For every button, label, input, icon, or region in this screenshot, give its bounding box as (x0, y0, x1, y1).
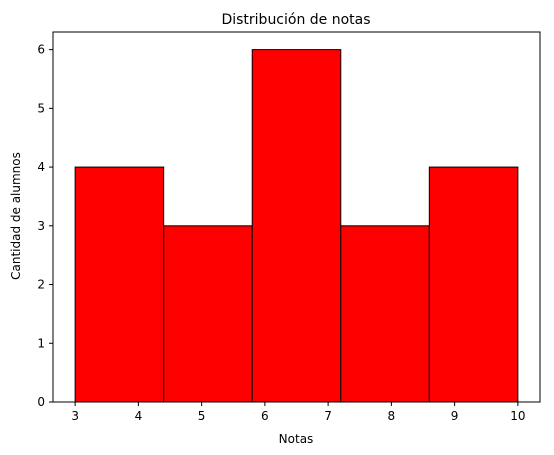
y-tick-label-5: 5 (37, 101, 45, 115)
plot-frame (52, 31, 541, 403)
histogram-bar-2 (251, 49, 342, 403)
x-tick-label-4: 4 (135, 409, 143, 423)
y-tick-label-0: 0 (37, 395, 45, 409)
x-tick-label-7: 7 (324, 409, 332, 423)
y-tick-label-1: 1 (37, 336, 45, 350)
y-tick-label-4: 4 (37, 160, 45, 174)
histogram-bar-0 (74, 166, 165, 403)
x-axis-label: Notas (279, 432, 314, 446)
x-tick-label-5: 5 (198, 409, 206, 423)
x-tick-label-6: 6 (261, 409, 269, 423)
x-axis-ticks: 3 4 5 6 7 8 9 10 (71, 402, 526, 423)
bars-group (74, 49, 519, 403)
x-tick-label-9: 9 (451, 409, 459, 423)
x-tick-label-10: 10 (510, 409, 525, 423)
y-axis-label: Cantidad de alumnos (9, 152, 23, 280)
y-tick-label-6: 6 (37, 43, 45, 57)
y-tick-label-3: 3 (37, 219, 45, 233)
x-tick-label-8: 8 (388, 409, 396, 423)
y-tick-label-2: 2 (37, 278, 45, 292)
y-axis-ticks: 0 1 2 3 4 5 6 (37, 43, 53, 409)
x-tick-label-3: 3 (71, 409, 79, 423)
histogram-bar-3 (340, 225, 430, 403)
chart-title: Distribución de notas (221, 12, 370, 28)
histogram-bar-4 (428, 166, 519, 403)
histogram-bar-1 (163, 225, 253, 403)
